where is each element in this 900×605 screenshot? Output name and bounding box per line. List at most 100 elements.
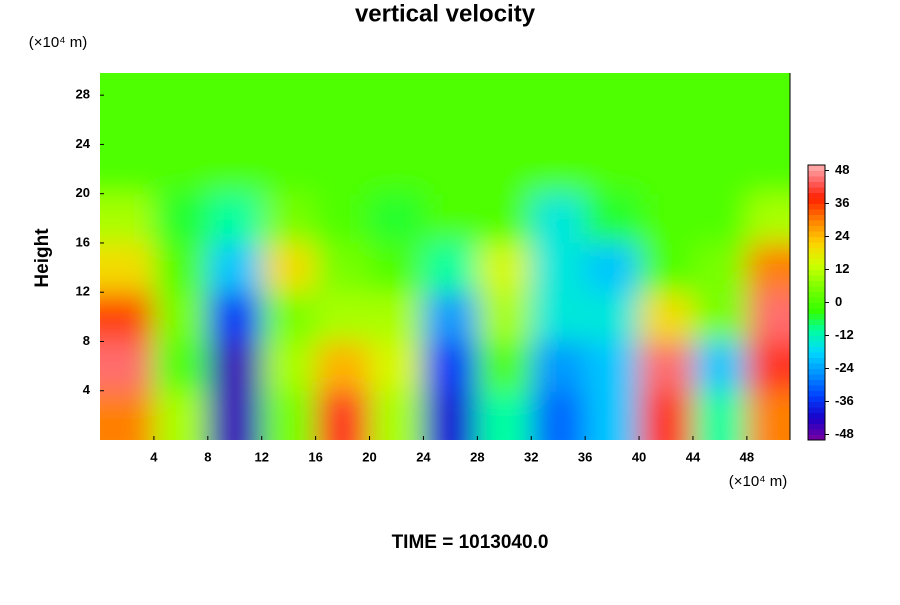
colorbar-band: [808, 308, 825, 314]
x-tick-label: 40: [632, 449, 646, 464]
colorbar-band: [808, 176, 825, 182]
cell: [585, 95, 640, 145]
colorbar-band: [808, 187, 825, 193]
cell: [261, 292, 316, 342]
colorbar-band: [808, 198, 825, 204]
cell: [423, 144, 478, 194]
y-tick-label: 16: [76, 234, 90, 249]
y-tick-label: 20: [76, 185, 90, 200]
cell: [477, 390, 532, 440]
colorbar-band: [808, 203, 825, 210]
cell: [585, 242, 640, 293]
colorbar-band: [808, 407, 825, 413]
cell: [315, 73, 370, 96]
x-tick-label: 32: [524, 449, 538, 464]
cell: [261, 144, 316, 194]
cell: [746, 95, 790, 145]
cell: [477, 292, 532, 342]
colorbar-band: [808, 434, 825, 441]
cell: [692, 242, 747, 293]
colorbar-band: [808, 418, 825, 424]
y-tick-label: 4: [83, 382, 91, 397]
cell: [369, 292, 424, 342]
colorbar-band: [808, 379, 825, 386]
axes: 4 8 12 16 20 24 28 32 36 40 44 48481216202428-48-36…: [76, 73, 855, 464]
cell: [746, 193, 790, 243]
cell: [531, 193, 586, 243]
cell: [585, 341, 640, 391]
cell: [477, 144, 532, 194]
colorbar-band: [808, 412, 825, 419]
cell: [423, 390, 478, 440]
cell: [639, 341, 693, 391]
cell: [261, 390, 316, 440]
colorbar-band: [808, 330, 825, 336]
cell: [207, 144, 262, 194]
cell: [315, 193, 370, 243]
cell: [639, 390, 693, 440]
field: [100, 73, 790, 440]
cell: [100, 193, 154, 243]
cell: [315, 242, 370, 293]
cell: [692, 390, 747, 440]
colorbar-band: [808, 374, 825, 380]
colorbar-band: [808, 423, 825, 430]
colorbar-band: [808, 264, 825, 270]
cell: [207, 193, 262, 243]
cell: [692, 73, 747, 96]
cells: [100, 73, 790, 440]
colorbar-tick-label: 36: [835, 195, 849, 210]
cell: [746, 144, 790, 194]
cell: [423, 73, 478, 96]
y-unit: (×10⁴ m): [29, 34, 88, 51]
cell: [746, 341, 790, 391]
cell: [261, 73, 316, 96]
cell: [153, 341, 208, 391]
cell: [423, 341, 478, 391]
cell: [153, 193, 208, 243]
cell: [692, 193, 747, 243]
colorbar-band: [808, 253, 825, 259]
colorbar-band: [808, 297, 825, 303]
colorbar-band: [808, 220, 825, 226]
x-tick-label: 12: [254, 449, 268, 464]
cell: [207, 95, 262, 145]
cell: [207, 73, 262, 96]
colorbar-band: [808, 280, 825, 287]
cell: [369, 242, 424, 293]
x-tick-label: 16: [308, 449, 322, 464]
x-tick-label: 4: [150, 449, 158, 464]
colorbar-band: [808, 346, 825, 353]
colorbar-band: [808, 335, 825, 342]
cell: [100, 144, 154, 194]
cell: [531, 341, 586, 391]
colorbar-band: [808, 396, 825, 402]
cell: [369, 144, 424, 194]
colorbar-band: [808, 165, 825, 171]
colorbar-band: [808, 302, 825, 309]
cell: [423, 193, 478, 243]
cell: [531, 242, 586, 293]
colorbar-band: [808, 319, 825, 325]
cell: [477, 341, 532, 391]
colorbar-band: [808, 242, 825, 248]
x-tick-label: 28: [470, 449, 484, 464]
colorbar-band: [808, 214, 825, 221]
cell: [100, 292, 154, 342]
cell: [423, 292, 478, 342]
colorbar-band: [808, 357, 825, 364]
cell: [639, 292, 693, 342]
colorbar-tick-label: 48: [835, 162, 849, 177]
cell: [261, 95, 316, 145]
colorbar-band: [808, 324, 825, 331]
y-tick-label: 8: [83, 333, 90, 348]
x-tick-label: 48: [740, 449, 754, 464]
cell: [585, 144, 640, 194]
colorbar-tick-label: -36: [835, 393, 854, 408]
x-tick-label: 24: [416, 449, 431, 464]
colorbar-tick-label: 24: [835, 228, 850, 243]
colorbar-band: [808, 368, 825, 375]
cell: [531, 292, 586, 342]
colorbar-band: [808, 269, 825, 276]
colorbar-band: [808, 291, 825, 298]
